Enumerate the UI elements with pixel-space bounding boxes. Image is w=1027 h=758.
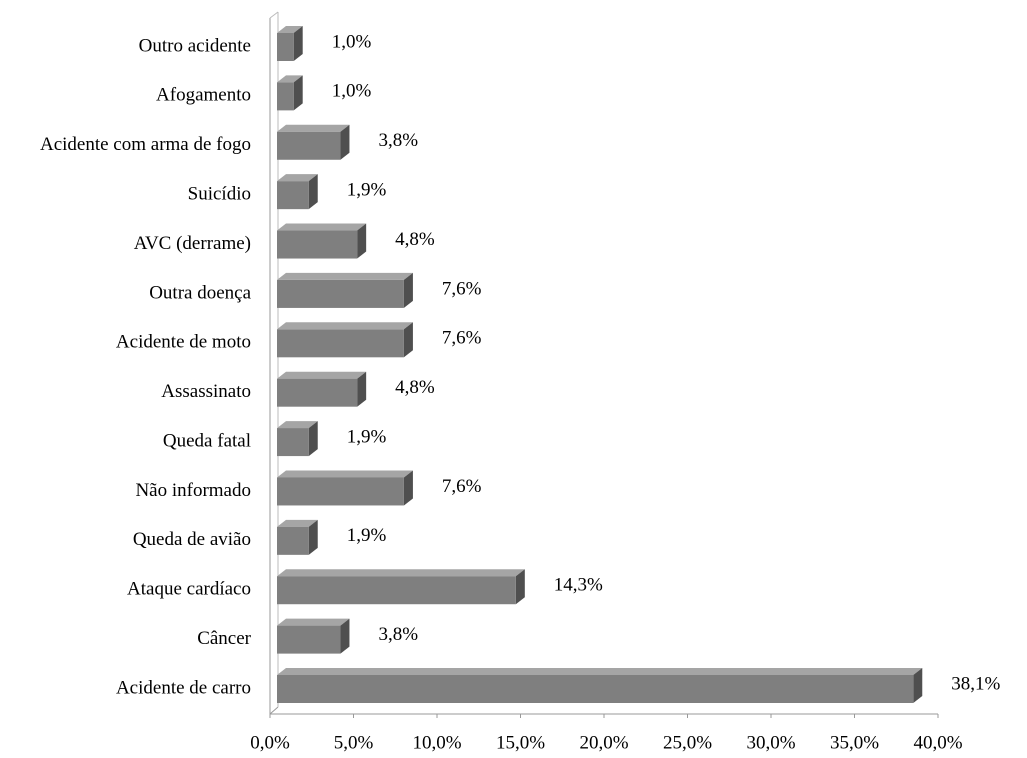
bar-side [308,519,318,555]
bar-top [277,668,923,675]
x-tick-label: 35,0% [830,732,879,753]
axis-floor-edge [269,706,279,715]
x-tick-label: 25,0% [663,732,712,753]
value-label: 4,8% [395,377,435,398]
bar-top [277,618,350,626]
bar-top [277,124,350,132]
bar [277,675,914,703]
bar-side [293,26,303,61]
value-label: 1,9% [347,180,387,201]
bar-side [403,272,413,308]
value-label: 3,8% [378,130,418,151]
bar-top [277,223,367,231]
y-tick-label: Câncer [197,628,251,649]
value-label: 1,0% [332,31,372,52]
x-tick-label: 15,0% [496,732,545,753]
bar-top [277,421,318,429]
y-tick-label: Acidente de moto [116,332,251,353]
bar [277,576,516,605]
x-tick-label: 40,0% [913,732,962,753]
bar-side [308,421,318,457]
y-tick-label: Outro acidente [139,35,251,56]
x-tick-label: 10,0% [412,732,461,753]
bar [277,378,358,407]
bar-top [277,75,303,83]
y-tick-label: Ataque cardíaco [127,579,251,600]
y-tick-label: Outra doença [149,282,251,303]
y-tick-label: Queda fatal [163,430,251,451]
bar-side [308,174,318,210]
bar [277,526,309,555]
bar-top [277,371,367,379]
y-tick-label: Afogamento [156,85,251,106]
y-tick-label: Suicídio [188,184,251,205]
bar [277,477,404,506]
y-tick-label: Acidente de carro [116,677,251,698]
bar-top [277,272,413,280]
bar [277,33,294,61]
bar [277,131,341,160]
bar-top [277,470,413,478]
bar [277,428,309,457]
value-label: 1,0% [332,81,372,102]
bar-side [340,124,350,160]
bar-top [277,322,413,330]
bar-side [403,322,413,358]
x-tick-label: 5,0% [334,732,374,753]
bar-side [403,470,413,506]
bar-top [277,569,525,577]
bar [277,329,404,358]
x-tick-label: 0,0% [250,732,290,753]
y-tick-label: Queda de avião [133,529,251,550]
bar-side [913,668,923,703]
bar-top [277,26,303,33]
y-tick-label: AVC (derrame) [134,233,251,254]
bar [277,625,341,654]
bar-side [340,618,350,654]
value-label: 3,8% [378,624,418,645]
bar-side [293,75,303,111]
bar-side [515,569,525,605]
value-label: 38,1% [951,673,1000,694]
value-label: 14,3% [554,575,603,596]
y-tick-label: Assassinato [161,381,251,402]
bar-top [277,519,318,527]
x-tick-label: 30,0% [746,732,795,753]
axis-top-edge [269,11,279,19]
value-label: 7,6% [442,476,482,497]
y-tick-label: Não informado [135,480,251,501]
value-label: 7,6% [442,328,482,349]
bar [277,181,309,210]
value-label: 1,9% [347,525,387,546]
bar-side [357,371,367,407]
value-label: 1,9% [347,426,387,447]
y-tick-label: Acidente com arma de fogo [40,134,251,155]
bar [277,279,404,308]
bar-top [277,174,318,182]
bar [277,230,358,259]
bar [277,82,294,111]
x-tick-label: 20,0% [579,732,628,753]
value-label: 7,6% [442,278,482,299]
bar-side [357,223,367,259]
value-label: 4,8% [395,229,435,250]
